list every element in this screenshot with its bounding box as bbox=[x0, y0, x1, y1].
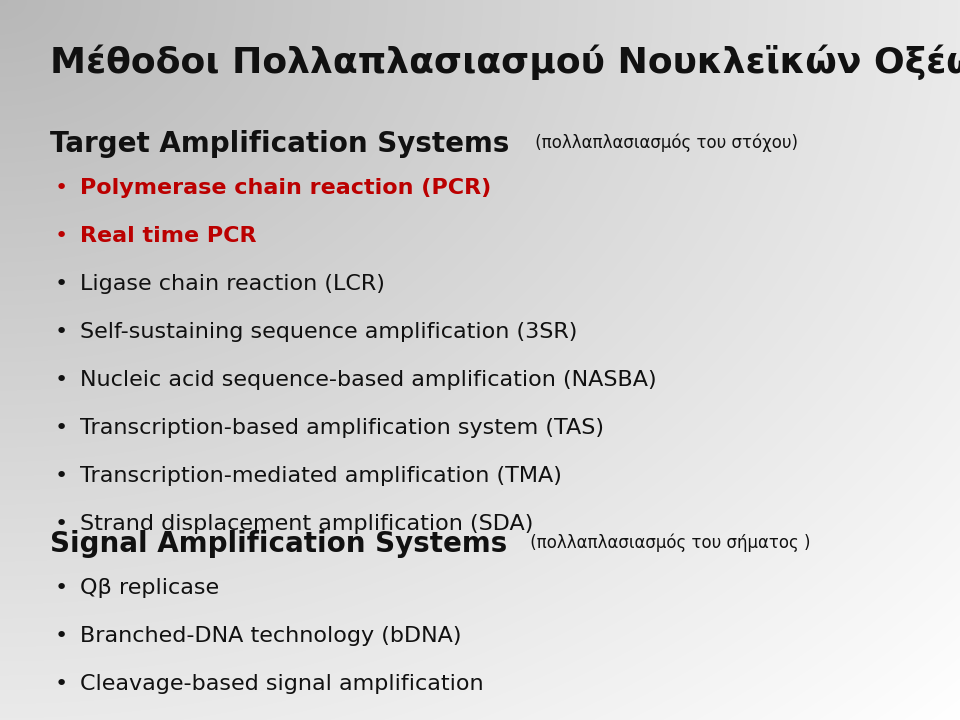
Text: (πολλαπλασιασμός του σήματος ): (πολλαπλασιασμός του σήματος ) bbox=[525, 534, 810, 552]
Text: Qβ replicase: Qβ replicase bbox=[80, 578, 219, 598]
Text: Self-sustaining sequence amplification (3SR): Self-sustaining sequence amplification (… bbox=[80, 322, 577, 342]
Text: •: • bbox=[55, 274, 68, 294]
Text: Cleavage-based signal amplification: Cleavage-based signal amplification bbox=[80, 674, 484, 694]
Text: •: • bbox=[55, 626, 68, 646]
Text: •: • bbox=[55, 370, 68, 390]
Text: •: • bbox=[55, 226, 68, 246]
Text: •: • bbox=[55, 178, 68, 198]
Text: Real time PCR: Real time PCR bbox=[80, 226, 256, 246]
Text: Branched-DNA technology (bDNA): Branched-DNA technology (bDNA) bbox=[80, 626, 462, 646]
Text: Transcription-based amplification system (TAS): Transcription-based amplification system… bbox=[80, 418, 604, 438]
Text: Nucleic acid sequence-based amplification (NASBA): Nucleic acid sequence-based amplificatio… bbox=[80, 370, 657, 390]
Text: •: • bbox=[55, 322, 68, 342]
Text: Μέθοδοι Πολλαπλασιασμού Νουκλεϊκών Οξέων: Μέθοδοι Πολλαπλασιασμού Νουκλεϊκών Οξέων bbox=[50, 45, 960, 81]
Text: Signal Amplification Systems: Signal Amplification Systems bbox=[50, 530, 507, 558]
Text: Polymerase chain reaction (PCR): Polymerase chain reaction (PCR) bbox=[80, 178, 492, 198]
Text: •: • bbox=[55, 514, 68, 534]
Text: (πολλαπλασιασμός του στόχου): (πολλαπλασιασμός του στόχου) bbox=[530, 134, 798, 153]
Text: •: • bbox=[55, 578, 68, 598]
Text: •: • bbox=[55, 674, 68, 694]
Text: Transcription-mediated amplification (TMA): Transcription-mediated amplification (TM… bbox=[80, 466, 562, 486]
Text: •: • bbox=[55, 466, 68, 486]
Text: •: • bbox=[55, 418, 68, 438]
Text: Target Amplification Systems: Target Amplification Systems bbox=[50, 130, 510, 158]
Text: Strand displacement amplification (SDA): Strand displacement amplification (SDA) bbox=[80, 514, 534, 534]
Text: Ligase chain reaction (LCR): Ligase chain reaction (LCR) bbox=[80, 274, 385, 294]
